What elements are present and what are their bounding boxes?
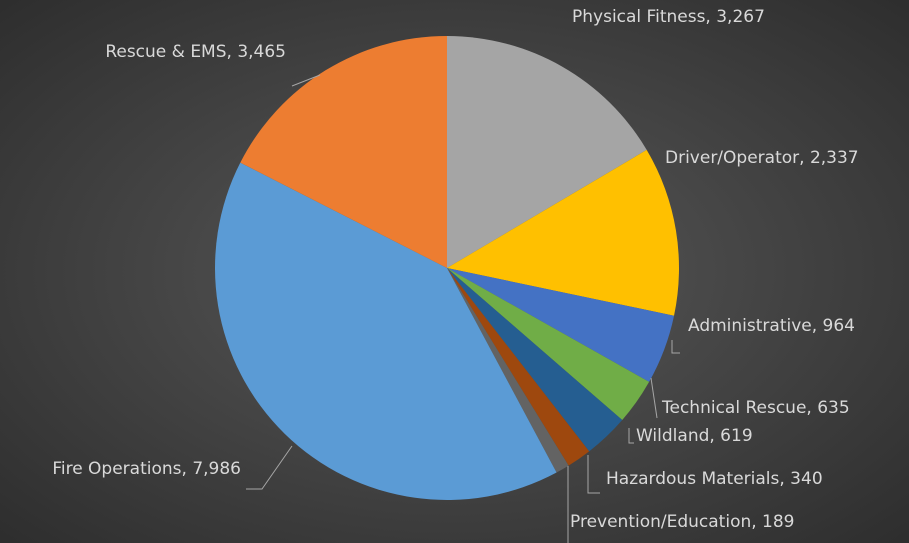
pie-slice [447, 268, 569, 473]
pie-slice [447, 268, 650, 421]
data-label: Wildland, 619 [636, 426, 753, 446]
leader-line [650, 377, 658, 419]
data-label: Prevention/Education, 189 [570, 512, 795, 532]
data-label: Administrative, 964 [688, 316, 855, 336]
pie-slice [447, 268, 675, 382]
leader-line [587, 455, 600, 494]
data-label: Hazardous Materials, 340 [606, 469, 823, 489]
pie-slice [240, 36, 447, 268]
data-label: Technical Rescue, 635 [661, 398, 850, 418]
pie-slice [447, 268, 623, 452]
pie-slice [447, 268, 590, 466]
pie-slice [447, 36, 647, 268]
leader-line [671, 340, 680, 354]
data-label: Rescue & EMS, 3,465 [105, 42, 286, 62]
leader-line [628, 428, 634, 444]
pie-slice [215, 162, 557, 500]
data-label: Fire Operations, 7,986 [52, 459, 241, 479]
leader-line [246, 445, 293, 490]
data-label: Driver/Operator, 2,337 [665, 148, 859, 168]
leader-line [291, 74, 321, 87]
data-label: Physical Fitness, 3,267 [572, 7, 765, 27]
pie-slice [447, 149, 679, 316]
